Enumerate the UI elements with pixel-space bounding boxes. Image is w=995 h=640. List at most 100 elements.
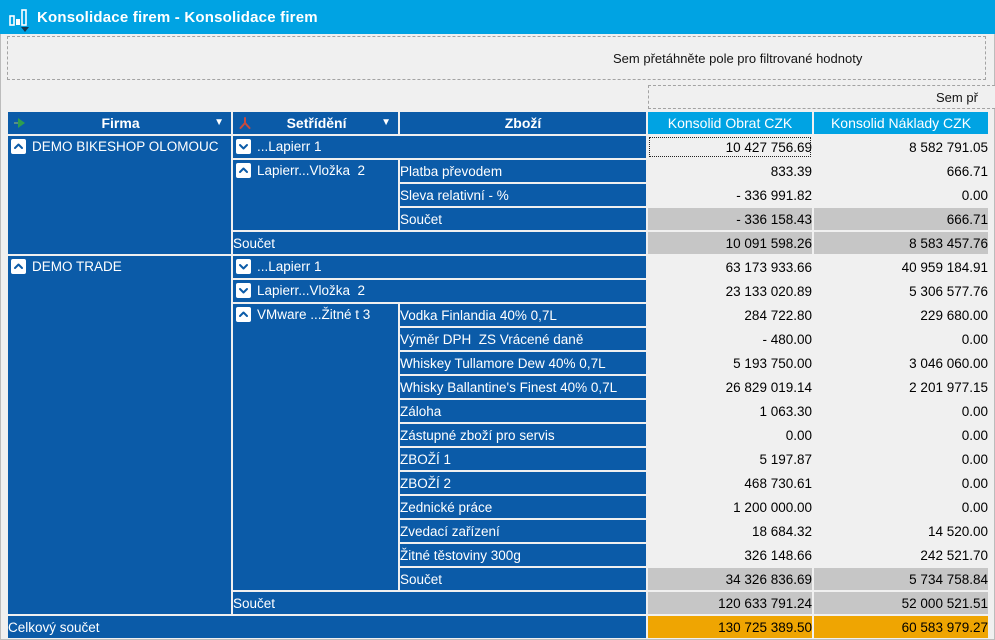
- sort-field-icon: [238, 116, 252, 130]
- row-group-cell[interactable]: Lapierr...Vložka 2: [233, 160, 398, 230]
- column-header-obrat[interactable]: Konsolid Obrat CZK: [648, 112, 812, 134]
- chevron-up-icon[interactable]: [11, 259, 26, 274]
- subtotal-value-cell[interactable]: 5 734 758.84: [814, 568, 988, 590]
- row-group-cell[interactable]: VMware ...Žitné t 3: [233, 304, 398, 590]
- row-item-cell[interactable]: ZBOŽÍ 1: [400, 448, 646, 470]
- row-group-cell[interactable]: ...Lapierr 1: [233, 136, 646, 158]
- value-cell[interactable]: - 480.00: [648, 328, 812, 350]
- value-cell[interactable]: 8 582 791.05: [814, 136, 988, 158]
- value-cell[interactable]: 0.00: [814, 472, 988, 494]
- subtotal-value-cell[interactable]: 8 583 457.76: [814, 232, 988, 254]
- value-cell[interactable]: 5 306 577.76: [814, 280, 988, 302]
- row-label: ZBOŽÍ 1: [400, 451, 452, 467]
- row-item-cell[interactable]: Platba převodem: [400, 160, 646, 182]
- filter-dropdown-icon[interactable]: ▼: [381, 117, 391, 128]
- subtotal-value-cell[interactable]: 10 091 598.26: [648, 232, 812, 254]
- row-firma-cell[interactable]: DEMO BIKESHOP OLOMOUC: [8, 136, 231, 254]
- row-item-cell[interactable]: Sleva relativní - %: [400, 184, 646, 206]
- value-cell[interactable]: 0.00: [814, 424, 988, 446]
- subtotal-label-cell[interactable]: Součet: [400, 208, 646, 230]
- row-label: Vodka Finlandia 40% 0,7L: [400, 307, 557, 323]
- value-cell[interactable]: 18 684.32: [648, 520, 812, 542]
- row-item-cell[interactable]: Zástupné zboží pro servis: [400, 424, 646, 446]
- chart-type-caret-icon[interactable]: [21, 27, 29, 32]
- value-cell[interactable]: 468 730.61: [648, 472, 812, 494]
- value-cell[interactable]: 0.00: [814, 184, 988, 206]
- value-cell[interactable]: 229 680.00: [814, 304, 988, 326]
- subtotal-value-cell[interactable]: 34 326 836.69: [648, 568, 812, 590]
- row-group-cell[interactable]: Lapierr...Vložka 2: [233, 280, 646, 302]
- row-item-cell[interactable]: Výměr DPH ZS Vrácené daně: [400, 328, 646, 350]
- value-cell[interactable]: 14 520.00: [814, 520, 988, 542]
- value-cell[interactable]: 1 063.30: [648, 400, 812, 422]
- row-item-cell[interactable]: ZBOŽÍ 2: [400, 472, 646, 494]
- chevron-up-icon[interactable]: [236, 307, 251, 322]
- row-label: Whisky Ballantine's Finest 40% 0,7L: [400, 379, 618, 395]
- value-cell[interactable]: 5 197.87: [648, 448, 812, 470]
- data-header-drop-zone[interactable]: Sem př: [648, 85, 995, 109]
- value-cell[interactable]: 0.00: [814, 448, 988, 470]
- subtotal-value-cell[interactable]: 666.71: [814, 208, 988, 230]
- subtotal-value-cell[interactable]: - 336 158.43: [648, 208, 812, 230]
- value-cell[interactable]: 284 722.80: [648, 304, 812, 326]
- value-cell[interactable]: 2 201 977.15: [814, 376, 988, 398]
- pivot-row: Celkový součet 130 725 389.50 60 583 979.2…: [8, 616, 988, 638]
- subtotal-label-cell[interactable]: Součet: [233, 592, 646, 614]
- value-cell[interactable]: 23 133 020.89: [648, 280, 812, 302]
- column-header-naklady[interactable]: Konsolid Náklady CZK: [814, 112, 988, 134]
- row-item-cell[interactable]: Vodka Finlandia 40% 0,7L: [400, 304, 646, 326]
- row-item-cell[interactable]: Žitné těstoviny 300g: [400, 544, 646, 566]
- data-drop-zone-hint: Sem př: [936, 90, 978, 105]
- column-header-label: Firma: [101, 115, 140, 131]
- value-cell[interactable]: 666.71: [814, 160, 988, 182]
- row-label: Záloha: [400, 403, 442, 419]
- value-cell[interactable]: 1 200 000.00: [648, 496, 812, 518]
- value-cell[interactable]: 40 959 184.91: [814, 256, 988, 278]
- pivot-row: Zástupné zboží pro servis 0.00 0.00: [8, 424, 988, 446]
- subtotal-value-cell[interactable]: 52 000 521.51: [814, 592, 988, 614]
- grand-total-value-cell[interactable]: 60 583 979.27: [814, 616, 988, 638]
- value-cell[interactable]: 0.00: [814, 328, 988, 350]
- value-cell[interactable]: 833.39: [648, 160, 812, 182]
- value-cell[interactable]: 0.00: [814, 400, 988, 422]
- chevron-up-icon[interactable]: [11, 139, 26, 154]
- pivot-header-row: Firma ▼ Setřídění ▼ Zboží Konso: [8, 112, 988, 134]
- value-cell[interactable]: 5 193 750.00: [648, 352, 812, 374]
- value-cell[interactable]: 63 173 933.66: [648, 256, 812, 278]
- row-group-cell[interactable]: ...Lapierr 1: [233, 256, 646, 278]
- pivot-row: Lapierr...Vložka 2 Platba převodem 833.39 6…: [8, 160, 988, 230]
- value-cell[interactable]: 26 829 019.14: [648, 376, 812, 398]
- row-label: Žitné těstoviny 300g: [400, 547, 521, 563]
- filter-drop-zone[interactable]: Sem přetáhněte pole pro filtrované hodno…: [7, 36, 986, 80]
- pivot-row: Zvedací zařízení 18 684.32 14 520.00: [8, 520, 988, 542]
- row-item-cell[interactable]: Whisky Ballantine's Finest 40% 0,7L: [400, 376, 646, 398]
- grand-total-label-cell[interactable]: Celkový součet: [8, 616, 646, 638]
- grand-total-value-cell[interactable]: 130 725 389.50: [648, 616, 812, 638]
- row-firma-cell[interactable]: DEMO TRADE: [8, 256, 231, 614]
- row-item-cell[interactable]: Záloha: [400, 400, 646, 422]
- column-header-zbozi[interactable]: Zboží: [400, 112, 646, 134]
- row-item-cell[interactable]: Zednické práce: [400, 496, 646, 518]
- chevron-up-icon[interactable]: [236, 163, 251, 178]
- value-cell[interactable]: 0.00: [814, 496, 988, 518]
- value-cell[interactable]: 0.00: [648, 424, 812, 446]
- row-label: Součet: [400, 211, 443, 227]
- value-cell[interactable]: 10 427 756.69: [648, 136, 812, 158]
- value-cell[interactable]: 3 046 060.00: [814, 352, 988, 374]
- subtotal-label-cell[interactable]: Součet: [233, 232, 646, 254]
- column-header-label: Setřídění: [286, 115, 347, 131]
- chevron-down-icon[interactable]: [236, 259, 251, 274]
- value-cell[interactable]: 242 521.70: [814, 544, 988, 566]
- column-header-setrideni[interactable]: Setřídění ▼: [233, 112, 398, 134]
- column-header-firma[interactable]: Firma ▼: [8, 112, 231, 134]
- chevron-down-icon[interactable]: [236, 283, 251, 298]
- subtotal-label-cell[interactable]: Součet: [400, 568, 646, 590]
- value-cell[interactable]: - 336 991.82: [648, 184, 812, 206]
- filter-dropdown-icon[interactable]: ▼: [214, 117, 224, 128]
- row-item-cell[interactable]: Zvedací zařízení: [400, 520, 646, 542]
- chevron-down-icon[interactable]: [236, 139, 251, 154]
- subtotal-value-cell[interactable]: 120 633 791.24: [648, 592, 812, 614]
- value-cell[interactable]: 326 148.66: [648, 544, 812, 566]
- row-item-cell[interactable]: Whiskey Tullamore Dew 40% 0,7L: [400, 352, 646, 374]
